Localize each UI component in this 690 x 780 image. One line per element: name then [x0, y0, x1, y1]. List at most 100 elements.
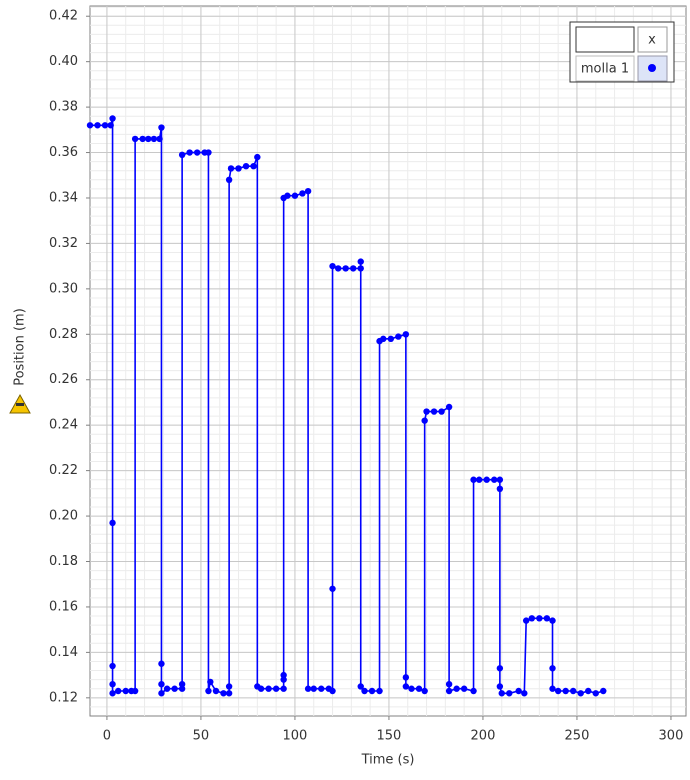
y-tick-label: 0.38 [49, 100, 78, 115]
data-point [158, 124, 165, 131]
y-tick-label: 0.20 [49, 509, 78, 524]
data-point [156, 135, 163, 143]
warning-icon [9, 393, 31, 414]
y-tick-label: 0.22 [49, 463, 78, 478]
data-point [361, 687, 368, 695]
data-point [376, 687, 383, 695]
data-point [205, 687, 212, 695]
data-point [522, 617, 530, 624]
data-point [318, 685, 325, 692]
x-tick-label: 100 [283, 729, 308, 744]
y-tick-label: 0.12 [49, 690, 78, 705]
data-point [445, 680, 453, 688]
y-tick-label: 0.26 [49, 372, 78, 387]
data-point [387, 335, 395, 343]
data-point [528, 615, 536, 622]
legend-entry [575, 55, 635, 82]
data-point [515, 687, 522, 695]
data-point [250, 162, 257, 170]
data-point [506, 690, 513, 697]
data-point [470, 476, 477, 483]
data-point [242, 162, 250, 170]
data-point [178, 685, 186, 692]
data-point [254, 153, 261, 161]
data-point [470, 687, 477, 695]
data-point [107, 122, 114, 129]
data-point [158, 660, 165, 667]
y-tick-label: 0.32 [49, 236, 78, 251]
y-tick-label: 0.36 [49, 145, 78, 160]
data-point [423, 408, 430, 415]
data-point [227, 165, 235, 172]
data-point [109, 690, 116, 697]
data-point [101, 122, 109, 129]
data-point [496, 665, 504, 672]
data-point [592, 690, 599, 697]
data-point [453, 685, 460, 692]
data-point [131, 687, 139, 695]
x-tick-label: 0 [103, 729, 111, 744]
data-point [445, 687, 453, 695]
data-point [329, 585, 336, 592]
data-point [329, 262, 336, 270]
data-point [131, 135, 139, 143]
data-point [150, 135, 158, 143]
data-point [569, 687, 577, 695]
legend-label: molla 1 [581, 62, 629, 77]
y-tick-label: 0.16 [49, 599, 78, 614]
data-point [357, 258, 364, 265]
data-point [496, 476, 504, 483]
y-tick-label: 0.24 [49, 418, 78, 433]
legend-close-button[interactable] [637, 26, 668, 53]
data-point [158, 690, 165, 697]
x-tick-label: 200 [471, 729, 496, 744]
legend-marker [648, 64, 656, 72]
data-point [460, 685, 468, 692]
data-point [163, 685, 171, 692]
data-point [207, 678, 214, 686]
data-point [549, 617, 556, 624]
data-point [549, 685, 556, 692]
legend-input[interactable] [575, 26, 635, 53]
data-point [395, 333, 402, 340]
data-point [357, 265, 364, 272]
data-point [109, 662, 116, 670]
data-point [521, 690, 528, 697]
y-tick-label: 0.34 [49, 190, 78, 205]
data-point [408, 685, 415, 692]
data-point [272, 685, 280, 692]
data-point [310, 685, 317, 692]
data-point [86, 122, 94, 129]
data-point [280, 671, 287, 679]
data-point [445, 403, 453, 411]
data-point [577, 690, 584, 697]
y-tick-label: 0.40 [49, 54, 78, 69]
data-point [171, 685, 178, 692]
data-point [483, 476, 490, 483]
data-point [585, 687, 592, 695]
x-tick-label: 50 [193, 729, 210, 744]
data-point [496, 485, 504, 492]
data-point [139, 135, 146, 143]
y-axis-label: Position (m) [13, 308, 28, 386]
y-tick-label: 0.14 [49, 645, 78, 660]
data-point [543, 615, 551, 622]
data-point [193, 149, 201, 156]
data-point [421, 417, 428, 424]
data-point [402, 331, 410, 338]
data-point [430, 408, 438, 415]
data-point [475, 476, 483, 483]
plot-area [89, 5, 687, 717]
data-point [562, 687, 569, 695]
data-point [421, 687, 428, 695]
data-point [291, 192, 299, 199]
data-point [122, 687, 129, 695]
data-point [342, 265, 349, 272]
data-point [498, 690, 505, 697]
data-point [284, 192, 291, 199]
data-point [109, 519, 116, 527]
data-point [212, 687, 220, 695]
data-point [158, 680, 165, 688]
data-point [536, 615, 543, 622]
